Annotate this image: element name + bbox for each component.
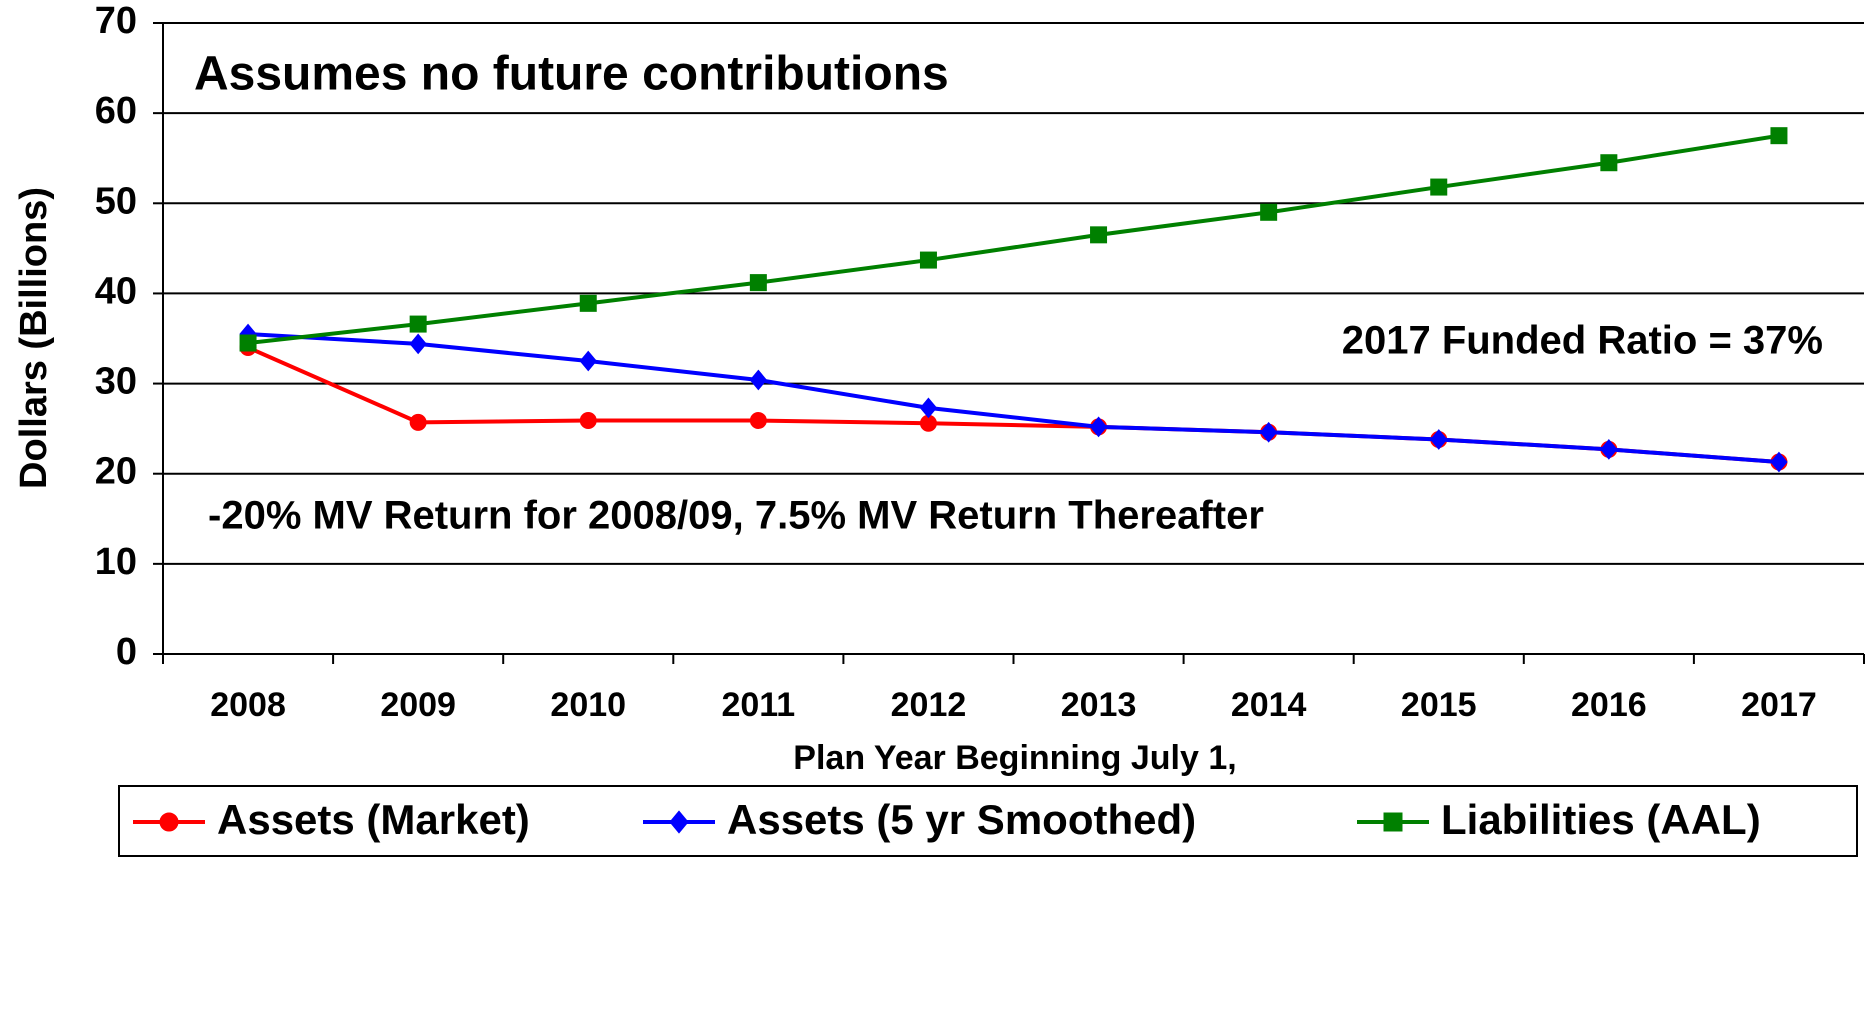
- x-axis-label: Plan Year Beginning July 1,: [793, 739, 1236, 777]
- y-tick-label: 10: [95, 541, 137, 583]
- marker: [1600, 154, 1618, 172]
- x-tick-label: 2010: [550, 686, 626, 724]
- x-tick-label: 2016: [1571, 686, 1647, 724]
- legend-box: [118, 785, 1858, 857]
- marker: [579, 294, 597, 312]
- x-tick-label: 2012: [891, 686, 967, 724]
- x-tick-label: 2011: [721, 686, 795, 724]
- marker: [409, 333, 427, 355]
- marker: [1260, 203, 1278, 221]
- y-tick-label: 50: [95, 180, 137, 222]
- x-tick-label: 2015: [1401, 686, 1477, 724]
- x-tick-label: 2017: [1741, 686, 1817, 724]
- y-tick-label: 30: [95, 361, 137, 403]
- marker: [409, 413, 427, 431]
- legend-label: Assets (5 yr Smoothed): [727, 796, 1196, 843]
- y-tick-label: 40: [95, 270, 137, 312]
- marker: [1090, 226, 1108, 244]
- y-tick-label: 70: [95, 0, 137, 42]
- annotation: -20% MV Return for 2008/09, 7.5% MV Retu…: [208, 494, 1264, 538]
- marker: [1259, 421, 1278, 443]
- marker: [1430, 178, 1448, 196]
- marker: [749, 369, 768, 391]
- marker: [1600, 438, 1618, 460]
- annotation: Assumes no future contributions: [194, 48, 949, 101]
- y-tick-label: 60: [95, 90, 137, 132]
- marker: [409, 315, 427, 333]
- x-tick-label: 2014: [1231, 686, 1307, 724]
- marker: [159, 812, 179, 832]
- series-line: [247, 331, 1780, 464]
- legend-label: Liabilities (AAL): [1441, 796, 1761, 843]
- y-tick-label: 0: [116, 631, 137, 673]
- x-tick-label: 2009: [380, 686, 456, 724]
- annotation: 2017 Funded Ratio = 37%: [1342, 319, 1823, 363]
- series-line: [247, 133, 1780, 345]
- marker: [1770, 127, 1788, 145]
- marker: [239, 334, 257, 352]
- y-tick-label: 20: [95, 451, 137, 493]
- y-axis-label: Dollars (Billions): [13, 187, 55, 489]
- marker: [1089, 416, 1108, 438]
- marker: [669, 810, 689, 834]
- marker: [749, 412, 767, 430]
- marker: [749, 274, 767, 292]
- legend-label: Assets (Market): [217, 796, 530, 843]
- marker: [919, 251, 937, 269]
- x-tick-label: 2008: [210, 686, 286, 724]
- marker: [1383, 812, 1403, 832]
- x-tick-label: 2013: [1061, 686, 1137, 724]
- marker: [579, 412, 597, 430]
- marker: [1430, 429, 1448, 450]
- marker: [1770, 451, 1788, 473]
- marker: [579, 350, 597, 372]
- marker: [919, 397, 938, 419]
